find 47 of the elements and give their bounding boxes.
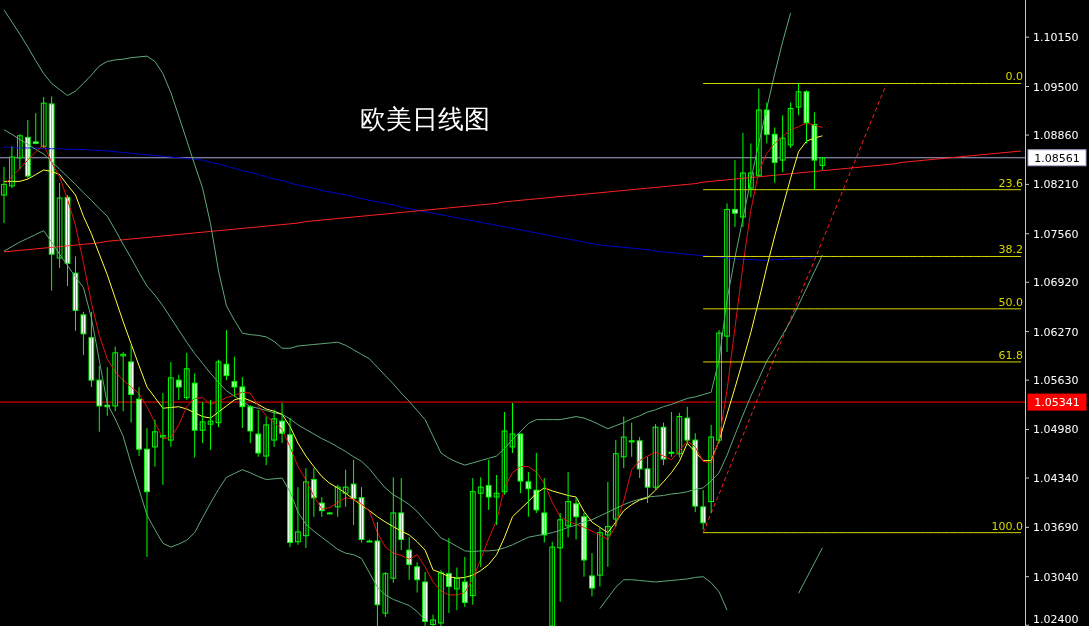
candlestick [263,416,270,466]
y-tick-label: 1.03040 [1033,570,1079,584]
candlestick [644,456,651,504]
candlestick [819,156,826,171]
text: 欧美日线图 [360,104,490,134]
y-tick-label: 1.02400 [1033,613,1079,626]
candlestick [120,351,127,412]
candlestick [207,399,214,451]
candlestick [32,112,39,145]
candlestick [72,255,79,332]
candlestick [80,311,87,356]
ref-line-label: 1.08561 [1034,151,1080,165]
candlestick [803,89,810,144]
series-label: 61.8 [998,348,1023,362]
candlestick [485,459,492,511]
series-label: 23.6 [998,176,1023,190]
candlestick [199,401,206,444]
y-tick-label: 1.09500 [1033,80,1079,94]
candlestick [795,82,802,116]
y-tick-label: 1.05630 [1033,374,1079,388]
y-tick-label: 1.10150 [1033,31,1079,45]
y-tick-label: 1.06920 [1033,276,1079,290]
series-label: 0.0 [1005,70,1023,84]
y-tick-label: 1.07560 [1033,227,1079,241]
candlestick [358,486,365,544]
candlestick [477,476,484,568]
candlestick [255,409,262,458]
y-tick-label: 1.06270 [1033,325,1079,339]
candlestick [525,471,532,518]
candlestick [493,474,500,526]
candlestick [628,422,635,458]
y-tick-label: 1.03690 [1033,521,1079,535]
y-tick-label: 1.04980 [1033,423,1079,437]
candlestick [509,402,516,454]
y-tick-label: 1.08210 [1033,178,1079,192]
candlestick [231,356,238,398]
series-label: 100.0 [991,519,1023,533]
y-tick-label: 1.08860 [1033,129,1079,143]
ref-line-label: 1.05341 [1034,396,1080,410]
candlestick [684,406,691,446]
candlestick [342,469,349,508]
series-label: 38.2 [998,243,1023,257]
y-tick-label: 1.04340 [1033,472,1079,486]
series-label: 50.0 [998,295,1023,309]
candlestick [668,411,675,458]
candlestick [660,422,667,466]
candlestick [175,374,182,401]
